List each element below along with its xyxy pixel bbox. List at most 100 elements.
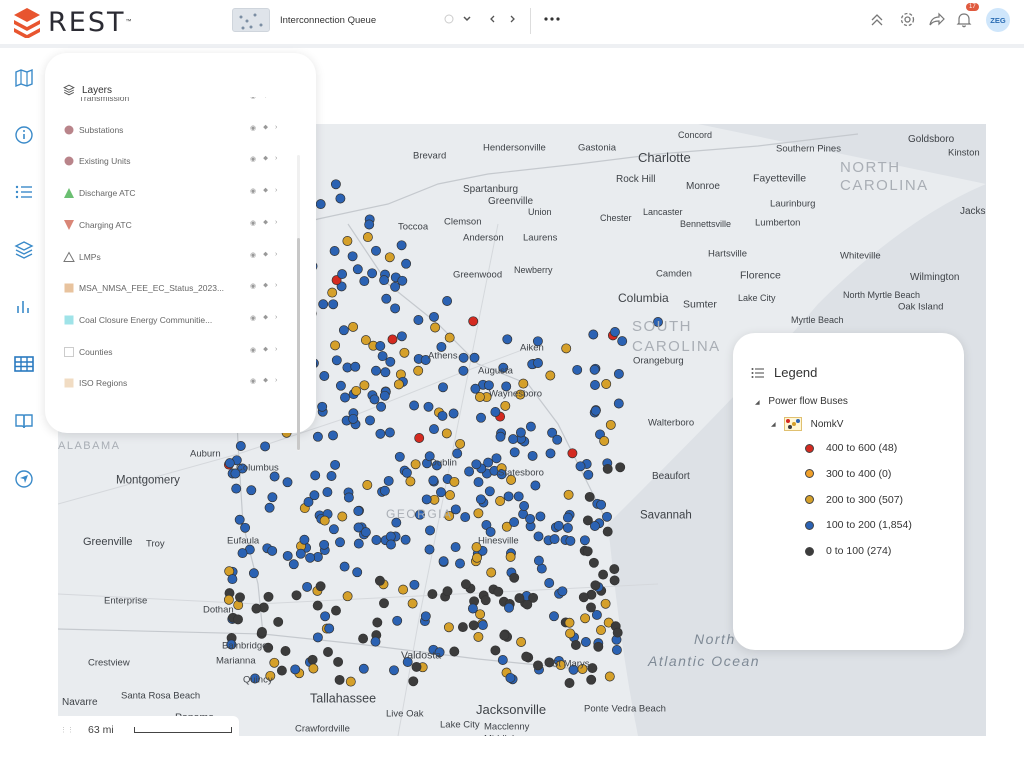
bus-marker[interactable] (505, 551, 516, 562)
more-icon[interactable] (544, 16, 560, 22)
bus-marker[interactable] (335, 380, 346, 391)
layer-row[interactable]: MSA_NMSA_FEE_EC_Status_2023... ◉ ⬥ › (63, 279, 303, 297)
bus-marker[interactable] (421, 494, 432, 505)
layer-row[interactable]: Charging ATC ◉ ⬥ › (63, 216, 303, 234)
bus-marker[interactable] (599, 436, 610, 446)
bus-marker[interactable] (586, 674, 597, 685)
bus-marker[interactable] (381, 293, 392, 304)
bus-marker[interactable] (309, 490, 320, 501)
bus-marker[interactable] (267, 545, 278, 556)
bus-marker[interactable] (588, 557, 599, 568)
bus-marker[interactable] (343, 492, 354, 503)
bus-marker[interactable] (564, 617, 575, 628)
collapse-icon[interactable] (869, 12, 885, 28)
bus-marker[interactable] (319, 539, 330, 550)
bus-marker[interactable] (276, 665, 287, 676)
bus-marker[interactable] (547, 427, 558, 438)
bus-marker[interactable] (377, 351, 388, 362)
bus-marker[interactable] (493, 586, 504, 597)
bus-marker[interactable] (525, 421, 536, 432)
bus-marker[interactable] (605, 419, 616, 430)
bus-marker[interactable] (562, 522, 573, 533)
bus-marker[interactable] (402, 657, 413, 667)
bus-marker[interactable] (544, 578, 555, 588)
bus-marker[interactable] (427, 589, 438, 600)
bus-marker[interactable] (604, 671, 615, 682)
bus-marker[interactable] (553, 520, 564, 531)
bus-marker[interactable] (387, 334, 398, 345)
bus-marker[interactable] (237, 463, 248, 474)
bus-marker[interactable] (335, 193, 346, 204)
bus-marker[interactable] (358, 663, 369, 674)
bus-marker[interactable] (423, 401, 434, 412)
bus-marker[interactable] (590, 580, 601, 591)
bus-marker[interactable] (411, 661, 422, 672)
bus-marker[interactable] (591, 609, 602, 620)
bus-marker[interactable] (269, 657, 280, 668)
bus-marker[interactable] (562, 512, 573, 523)
chevron-right-icon[interactable]: › (275, 97, 277, 100)
bus-marker[interactable] (273, 616, 284, 627)
bus-marker[interactable] (460, 512, 471, 523)
bus-marker[interactable] (282, 550, 293, 561)
bus-marker[interactable] (589, 521, 600, 531)
bus-marker[interactable] (582, 546, 593, 557)
bus-marker[interactable] (468, 620, 479, 631)
bus-marker[interactable] (303, 497, 314, 507)
bus-marker[interactable] (352, 567, 363, 578)
bus-marker[interactable] (318, 299, 329, 310)
eye-icon[interactable]: ◉ (250, 97, 256, 100)
bus-marker[interactable] (509, 517, 520, 528)
bus-marker[interactable] (400, 534, 411, 545)
bus-marker[interactable] (455, 558, 465, 569)
bus-marker[interactable] (315, 199, 326, 210)
bus-marker[interactable] (390, 303, 401, 314)
eye-icon[interactable]: ◉ (250, 219, 257, 227)
bus-marker[interactable] (582, 515, 593, 526)
bus-marker[interactable] (342, 591, 353, 602)
bus-marker[interactable] (483, 457, 494, 468)
bus-marker[interactable] (532, 336, 543, 347)
bus-marker[interactable] (602, 511, 612, 522)
bus-marker[interactable] (473, 508, 484, 519)
bus-marker[interactable] (552, 434, 563, 445)
bus-marker[interactable] (379, 485, 390, 496)
bus-marker[interactable] (347, 251, 358, 262)
bus-marker[interactable] (580, 613, 591, 624)
bus-marker[interactable] (248, 568, 259, 579)
bus-marker[interactable] (257, 627, 267, 637)
bus-marker[interactable] (590, 405, 601, 416)
bus-marker[interactable] (445, 490, 455, 501)
bus-marker[interactable] (467, 603, 478, 614)
bus-marker[interactable] (587, 663, 598, 674)
bus-marker[interactable] (413, 365, 424, 376)
bus-marker[interactable] (288, 559, 299, 570)
bus-marker[interactable] (405, 476, 416, 487)
chevron-right-icon[interactable]: › (275, 345, 278, 353)
bus-marker[interactable] (376, 401, 387, 412)
layer-row[interactable]: Discharge ATC ◉ ⬥ › (63, 184, 303, 202)
bus-marker[interactable] (617, 336, 628, 347)
bus-marker[interactable] (469, 352, 480, 363)
tag-icon[interactable]: ⬥ (263, 313, 269, 321)
bus-marker[interactable] (302, 581, 313, 592)
bus-marker[interactable] (431, 460, 442, 471)
bus-marker[interactable] (362, 232, 373, 243)
bus-marker[interactable] (401, 258, 412, 269)
bus-marker[interactable] (319, 515, 330, 526)
info-icon[interactable] (14, 125, 34, 145)
bus-marker[interactable] (495, 496, 506, 506)
bus-marker[interactable] (360, 527, 371, 538)
bus-marker[interactable] (379, 275, 390, 286)
bus-marker[interactable] (580, 637, 591, 647)
bus-marker[interactable] (310, 470, 321, 481)
bus-marker[interactable] (397, 275, 408, 286)
bus-marker[interactable] (331, 355, 342, 366)
bus-marker[interactable] (468, 316, 479, 327)
layers-icon[interactable] (14, 240, 34, 260)
bus-marker[interactable] (470, 383, 481, 394)
bus-marker[interactable] (429, 424, 439, 435)
bus-marker[interactable] (613, 398, 624, 409)
bus-marker[interactable] (474, 392, 485, 402)
bus-marker[interactable] (359, 276, 370, 287)
